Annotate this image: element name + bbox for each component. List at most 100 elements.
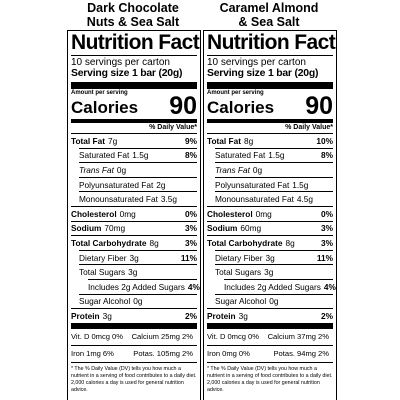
footnote: * The % Daily Value (DV) tells you how m… xyxy=(71,365,197,393)
product-name-line: Caramel Almond xyxy=(219,1,319,15)
nutrient-dv: 0% xyxy=(185,208,197,219)
nutrient-row: Dietary Fiber 3g 11% xyxy=(79,249,197,265)
nutrient-amount: 0mg xyxy=(119,208,136,219)
nutrient-row: Sugar Alcohol 0g xyxy=(79,293,197,309)
nutrient-row: Total Carbohydrate 8g 3% xyxy=(207,235,333,250)
serving-size-label: Serving size xyxy=(207,68,266,79)
nutrient-amount: 3g xyxy=(128,267,138,278)
nutrient-amount: 4.5g xyxy=(296,194,314,205)
nutrient-amount: 8g xyxy=(285,237,295,248)
nutrition-label: Nutrition Facts 10 servings per carton Ser… xyxy=(203,30,337,400)
servings: 10 servings per carton xyxy=(207,55,333,68)
product-name: Caramel Almond & Sea Salt xyxy=(201,1,337,29)
micronutrient-amount: 105mg xyxy=(156,349,181,359)
nutrient-name: Cholesterol xyxy=(71,208,117,219)
micronutrient-dv: 6% xyxy=(102,349,114,359)
nutrient-dv: 3% xyxy=(185,237,197,248)
nutrient-name: Monounsaturated Fat xyxy=(215,194,294,205)
medium-rule xyxy=(207,119,333,123)
nutrient-name: Total Sugars xyxy=(79,267,126,278)
nutrient-name: Saturated Fat xyxy=(215,150,266,161)
nutrient-row: Includes 2g Added Sugars 4% xyxy=(224,278,336,294)
nutrient-row: Protein 3g 2% xyxy=(207,308,333,323)
micronutrient-name: Calcium xyxy=(267,332,296,342)
micronutrient-dv: 0% xyxy=(112,332,123,342)
nutrient-amount: 0g xyxy=(116,164,127,175)
micronutrient: Calcium 25mg 2% xyxy=(132,332,195,341)
nutrient-dv: 3% xyxy=(321,237,333,248)
nutrient-amount: 0g xyxy=(252,164,263,175)
micronutrient-amount: 25mg xyxy=(161,332,181,342)
micronutrient-name: Potas. xyxy=(133,349,155,359)
serving-size-label: Serving size xyxy=(71,68,130,79)
micronutrient-name: Vit. D xyxy=(71,332,90,342)
nutrient-amount: 7g xyxy=(107,135,118,146)
nutrient-dv: 0% xyxy=(321,208,333,219)
nutrient-name: Sodium xyxy=(71,223,102,234)
medium-rule xyxy=(71,119,197,123)
product-name-line: Nuts & Sea Salt xyxy=(86,15,180,29)
nutrient-name: Protein xyxy=(71,310,100,321)
micronutrient-dv: 2% xyxy=(318,332,329,342)
calories-label: Calories xyxy=(207,98,275,117)
micronutrient: Vit. D 0mcg 0% xyxy=(207,332,261,341)
nutrient-name: Sugar Alcohol xyxy=(215,296,267,307)
nutrient-dv: 10% xyxy=(316,135,333,146)
nutrient-amount: 0g xyxy=(133,296,143,307)
micronutrient-dv: 0% xyxy=(248,332,259,342)
nutrient-name: Total Sugars xyxy=(215,267,262,278)
nutrient-row: Monounsaturated Fat 3.5g xyxy=(79,191,197,206)
nutrient-amount: 8g xyxy=(149,237,159,248)
micronutrient-name: Potas. xyxy=(273,349,296,359)
nutrient-row: Saturated Fat 1.5g 8% xyxy=(215,147,333,163)
nutrient-dv: 11% xyxy=(180,252,197,263)
nutrient-name: Sodium xyxy=(207,223,238,234)
nutrient-dv: 4% xyxy=(323,281,336,292)
nutrient-row: Total Fat 8g 10% xyxy=(207,133,333,148)
nutrient-dv: 3% xyxy=(185,223,197,234)
nutrient-name: Dietary Fiber xyxy=(215,252,263,263)
nutrient-name: Total Carbohydrate xyxy=(207,237,283,248)
nutrient-dv: 11% xyxy=(316,252,333,263)
micronutrient: Potas. 105mg 2% xyxy=(133,349,195,358)
serving-size-value: 1 bar (20g) xyxy=(267,68,319,79)
micronutrient-name: Calcium xyxy=(131,332,160,342)
nutrient-amount: 3g xyxy=(238,310,248,321)
nutrient-name: Total Fat xyxy=(71,135,105,146)
nutrient-name: Includes 2g Added Sugars xyxy=(88,281,185,292)
nutrient-amount: 3g xyxy=(264,267,274,278)
amount-per-serving: Amount per serving xyxy=(71,90,128,96)
nutrient-row: Polyunsaturated Fat 1.5g xyxy=(215,176,333,192)
micronutrient-amount: 37mg xyxy=(297,332,317,342)
nutrient-row: Trans Fat 0g xyxy=(215,162,333,177)
serving-size: Serving size 1 bar (20g) xyxy=(71,68,197,80)
nutrient-row: Total Fat 7g 9% xyxy=(71,133,197,148)
nutrient-name: Total Carbohydrate xyxy=(71,237,147,248)
micronutrient-name: Vit. D xyxy=(207,332,226,342)
micronutrient: Iron 0mg 0% xyxy=(207,349,252,358)
calories-row: Calories 90 xyxy=(207,94,333,119)
nutrient-name: Total Fat xyxy=(207,135,241,146)
micronutrient-amount: 94mg xyxy=(297,349,317,359)
calories-row: Calories 90 xyxy=(71,94,197,119)
nutrient-name: Includes 2g Added Sugars xyxy=(224,281,321,292)
nutrient-amount: 0mg xyxy=(255,208,272,219)
thick-rule xyxy=(207,82,333,89)
nutrient-amount: 1.5g xyxy=(132,150,149,161)
nutrient-row: Cholesterol 0mg 0% xyxy=(71,205,197,221)
micronutrient-row: Vit. D 0mcg 0% Calcium 25mg 2% xyxy=(71,329,197,346)
nutrient-amount: 2g xyxy=(156,179,166,190)
nutrient-name: Trans Fat xyxy=(79,164,114,175)
label-title: Nutrition Facts xyxy=(71,31,201,54)
micronutrient-row: Vit. D 0mcg 0% Calcium 37mg 2% xyxy=(207,329,333,346)
footnote: * The % Daily Value (DV) tells you how m… xyxy=(207,365,333,393)
nutrient-amount: 3g xyxy=(129,252,139,263)
micronutrient: Vit. D 0mcg 0% xyxy=(71,332,125,341)
nutrient-name: Trans Fat xyxy=(215,164,250,175)
nutrition-label: Nutrition Facts 10 servings per carton Ser… xyxy=(67,30,201,400)
micronutrient-name: Iron xyxy=(207,349,221,359)
micronutrient: Calcium 37mg 2% xyxy=(268,332,331,341)
nutrient-row: Includes 2g Added Sugars 4% xyxy=(88,278,200,294)
nutrient-row: Total Sugars 3g xyxy=(215,264,333,279)
